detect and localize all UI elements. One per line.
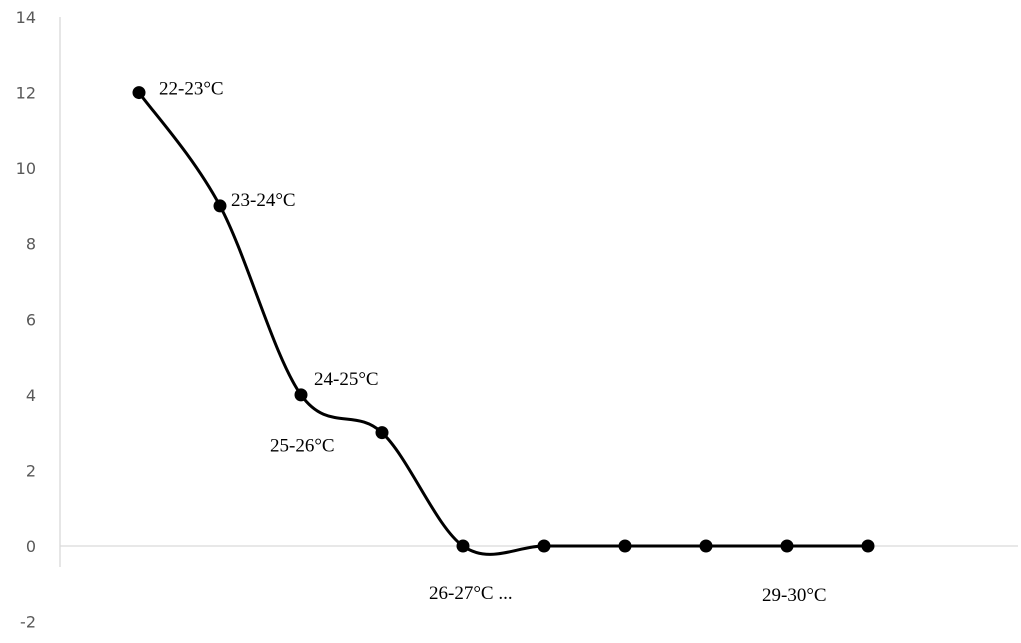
data-point [213,199,227,213]
data-point [375,426,389,440]
data-point [294,388,308,402]
data-label: 23-24°C [231,190,296,211]
y-tick-label: 0 [26,537,36,556]
y-tick-label: 12 [16,84,36,103]
data-point [699,539,713,553]
data-point [780,539,794,553]
data-point [456,539,470,553]
data-point [132,86,146,100]
y-tick-label: 6 [26,310,36,329]
data-labels: 22-23°C 23-24°C 24-25°C 25-26°C 26-27°C ... 2… [159,79,827,606]
data-label: 29-30°C [762,585,827,606]
data-point [618,539,632,553]
data-label: 22-23°C [159,79,224,100]
y-tick-label: 2 [26,461,36,480]
series-line [137,91,870,556]
data-label: 24-25°C [314,369,379,390]
y-tick-label: 4 [26,386,36,405]
data-point [861,539,875,553]
data-markers [132,86,875,553]
y-tick-label: -2 [20,613,36,632]
y-tick-label: 8 [26,235,36,254]
data-point [537,539,551,553]
data-label: 25-26°C [270,436,335,457]
y-tick-label: 10 [16,159,36,178]
y-tick-labels: 14 12 10 8 6 4 2 0 -2 [16,8,36,632]
data-label: 26-27°C ... [429,583,513,604]
y-tick-label: 14 [16,8,36,27]
